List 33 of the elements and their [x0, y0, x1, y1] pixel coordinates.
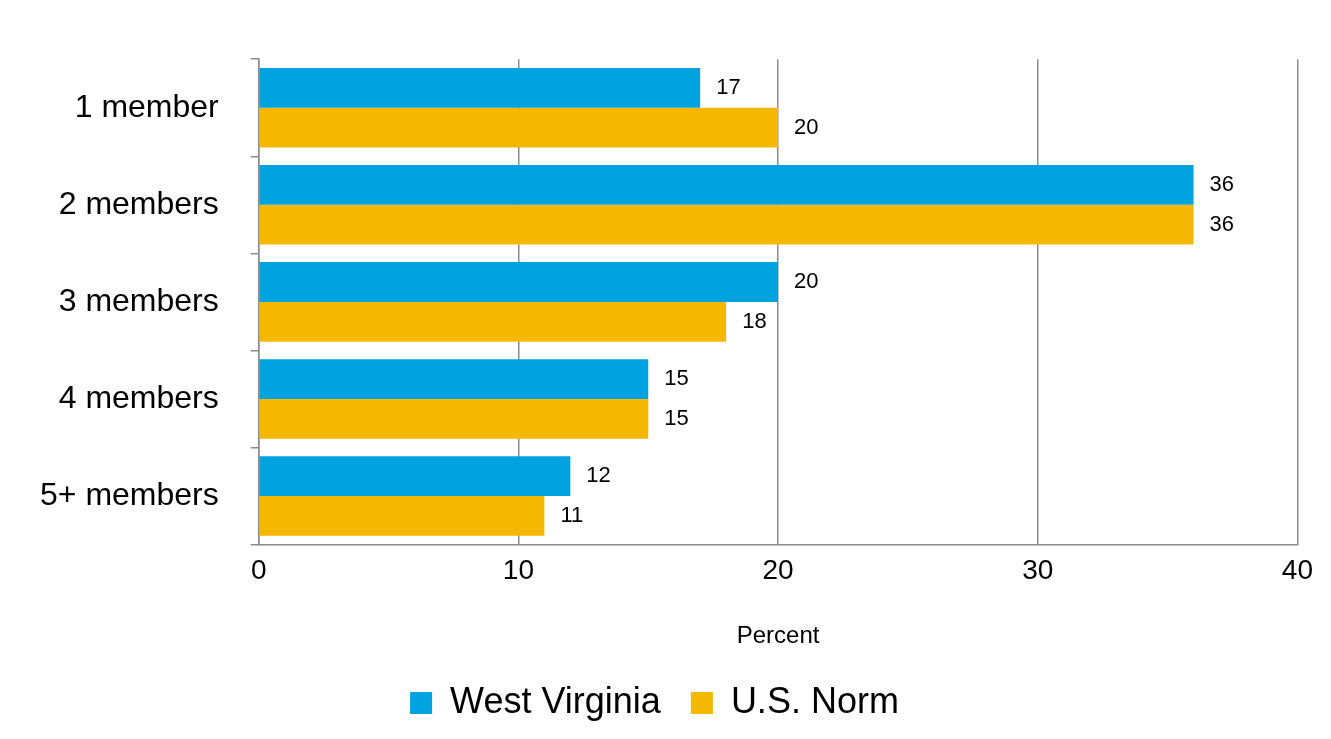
data-label: 36: [1209, 210, 1235, 236]
data-label: 12: [586, 462, 611, 488]
y-tick-label: 2 members: [58, 184, 219, 221]
data-label: 15: [664, 365, 689, 391]
data-label: 17: [716, 73, 741, 99]
bar: [259, 456, 571, 497]
bar: [259, 398, 649, 439]
x-tick-label: 20: [762, 554, 794, 586]
y-tick-label: 3 members: [58, 281, 219, 318]
data-label: 18: [742, 307, 767, 333]
x-tick-label: 40: [1281, 554, 1314, 586]
data-label: 15: [664, 404, 689, 430]
bar: [259, 496, 545, 536]
x-tick-label: 0: [250, 554, 267, 586]
y-tick-label: 5+ members: [40, 475, 219, 512]
x-tick-label: 10: [502, 554, 534, 586]
bar: [259, 165, 1194, 205]
bar: [259, 204, 1194, 245]
data-label: 20: [794, 113, 819, 139]
data-label: 20: [794, 268, 819, 294]
bar: [259, 107, 779, 148]
x-tick-label: 30: [1022, 554, 1054, 586]
y-tick-label: 1 member: [74, 87, 220, 124]
bar: [259, 262, 779, 302]
bar: [259, 359, 649, 399]
legend-label: U.S. Norm: [730, 679, 899, 721]
x-axis-title: Percent: [736, 621, 820, 649]
y-tick-label: 4 members: [58, 378, 219, 415]
data-label: 11: [560, 502, 584, 528]
bar: [259, 301, 727, 342]
data-label: 36: [1209, 170, 1235, 196]
bar: [259, 67, 701, 108]
legend-label: West Virginia: [450, 679, 662, 721]
